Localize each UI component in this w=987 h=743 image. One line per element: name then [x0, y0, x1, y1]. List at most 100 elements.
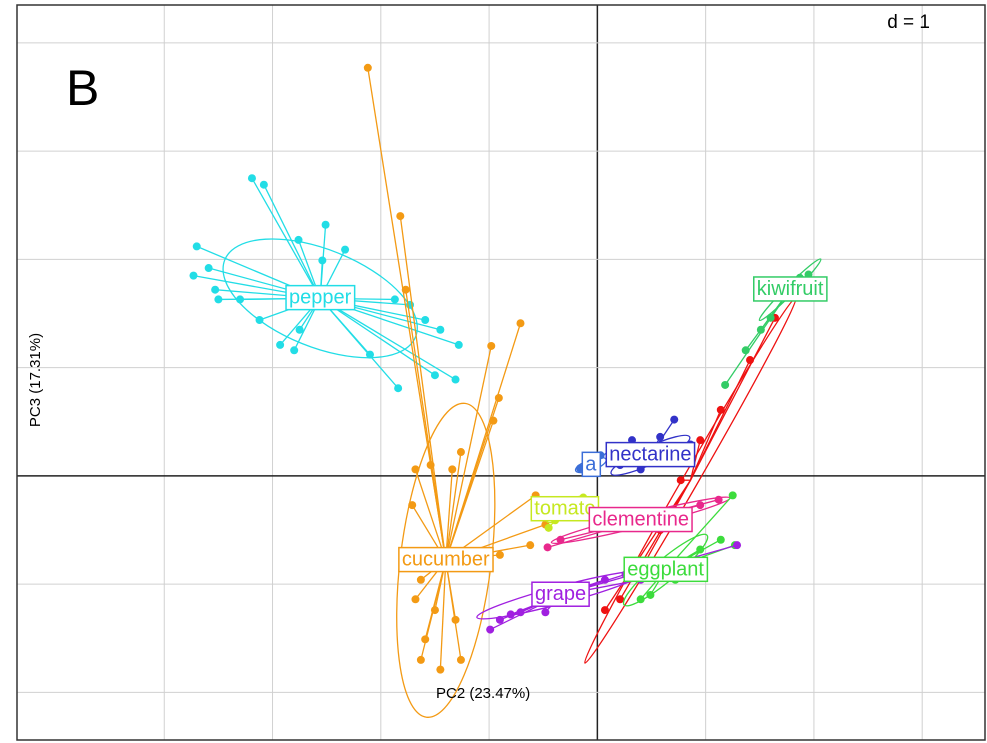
point: [451, 615, 460, 624]
point: [421, 635, 430, 644]
star-line: [251, 177, 321, 299]
point: [556, 535, 565, 544]
point: [733, 541, 742, 550]
point: [516, 608, 525, 617]
point: [646, 590, 655, 599]
point: [486, 625, 495, 634]
star-line: [399, 215, 447, 561]
point: [714, 495, 723, 504]
point: [526, 541, 535, 550]
point: [495, 615, 504, 624]
point: [456, 448, 465, 457]
point: [408, 501, 417, 510]
point: [728, 491, 737, 500]
star-line: [604, 479, 692, 611]
point: [318, 256, 327, 265]
class-label-box: [588, 506, 693, 533]
point: [436, 665, 445, 674]
point: [341, 245, 350, 254]
point: [516, 319, 525, 328]
point: [430, 371, 439, 380]
class-label-box: [753, 276, 828, 302]
star-line: [445, 420, 495, 561]
star-line: [439, 560, 447, 670]
class-label-box: [581, 451, 602, 478]
marks: [189, 63, 822, 718]
labels: pepper cucumber tomato a nectarine clementine…: [285, 276, 828, 607]
point: [211, 285, 220, 294]
point: [290, 346, 299, 355]
point: [716, 405, 725, 414]
point: [696, 436, 705, 445]
star-line: [429, 464, 447, 561]
class-label-box: [623, 556, 709, 583]
point: [454, 340, 463, 349]
x-axis-label: PC2 (23.47%): [436, 685, 530, 702]
class-label: nectarine: [609, 444, 691, 466]
star-line: [319, 297, 456, 381]
star-line: [263, 184, 321, 299]
grid: [17, 5, 985, 740]
point: [189, 271, 198, 280]
point: [390, 295, 399, 304]
point: [487, 341, 496, 350]
point: [295, 325, 304, 334]
point: [259, 180, 268, 189]
point: [214, 295, 223, 304]
point: [321, 220, 330, 229]
class-label-box: [605, 441, 696, 468]
scale-label: d = 1: [887, 12, 930, 33]
star-line: [445, 469, 453, 561]
class-label: a: [585, 453, 597, 475]
class-label-box: [285, 284, 356, 311]
point: [394, 384, 403, 393]
point: [506, 610, 515, 619]
point: [416, 575, 425, 584]
point: [416, 655, 425, 664]
point: [616, 595, 625, 604]
point: [276, 340, 285, 349]
class-ellipse: [222, 238, 418, 359]
point: [411, 465, 420, 474]
point: [451, 375, 460, 384]
class-label-box: [531, 581, 590, 607]
class-label: kiwifruit: [757, 278, 824, 300]
class-label: tomato: [534, 498, 595, 520]
point: [494, 393, 503, 402]
point: [543, 543, 552, 552]
point: [192, 242, 201, 251]
point: [721, 380, 730, 389]
point: [204, 264, 213, 273]
point: [600, 606, 609, 615]
class-label: grape: [535, 583, 586, 605]
class-label: cucumber: [402, 549, 490, 571]
chart-title: B: [66, 60, 99, 116]
point: [495, 550, 504, 559]
point: [636, 465, 645, 474]
point: [670, 415, 679, 424]
point: [255, 316, 264, 324]
point: [426, 461, 435, 470]
point: [401, 285, 410, 294]
point: [430, 606, 439, 615]
star-line: [445, 345, 492, 561]
point: [363, 63, 372, 72]
point: [676, 476, 685, 485]
point: [247, 174, 256, 183]
point: [396, 212, 405, 221]
point: [436, 325, 445, 334]
point: [411, 595, 420, 604]
class-label: eggplant: [627, 558, 704, 580]
point: [544, 523, 553, 532]
star-line: [319, 297, 436, 376]
point: [456, 655, 465, 664]
class-label: pepper: [289, 287, 352, 309]
star-line: [724, 289, 791, 386]
star-line: [689, 409, 722, 481]
point: [696, 545, 705, 554]
y-axis-label: PC3 (17.31%): [27, 333, 44, 427]
point: [448, 465, 457, 474]
point: [716, 535, 725, 544]
star-line: [445, 451, 462, 561]
